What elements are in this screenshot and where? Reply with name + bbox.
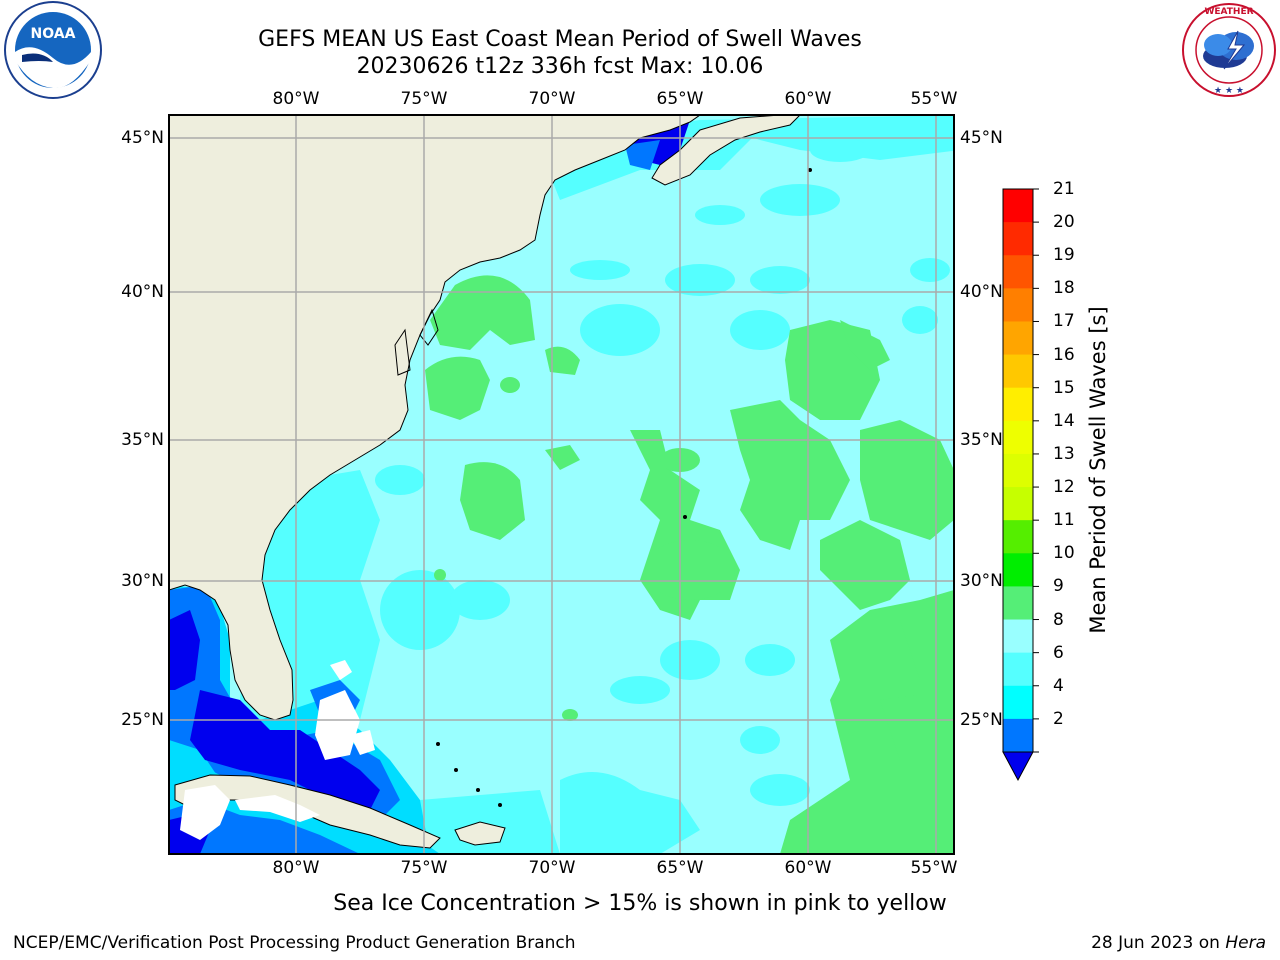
colorbar-tick-label: 2: [1053, 708, 1064, 729]
land-nova-scotia: [651, 115, 801, 186]
no-data-areas: [180, 660, 375, 840]
footer-date: 28 Jun 2023 on Hera: [1091, 933, 1266, 953]
lat-label-right: 25°N: [960, 710, 1003, 730]
sea-ice-note: Sea Ice Concentration > 15% is shown in …: [333, 891, 947, 916]
colorbar-label: Mean Period of Swell Waves [s]: [1086, 306, 1110, 634]
colorbar-segment: [1003, 354, 1033, 389]
lon-label-top: 75°W: [400, 89, 448, 109]
colorbar-segment: [1003, 420, 1033, 455]
noaa-logo: NOAA: [4, 1, 102, 99]
colorbar-tick-label: 10: [1053, 543, 1075, 564]
colorbar-tick-label: 17: [1053, 311, 1075, 332]
chart-title: GEFS MEAN US East Coast Mean Period of S…: [258, 27, 862, 52]
footer-credit: NCEP/EMC/Verification Post Processing Pr…: [13, 933, 576, 953]
land-hispaniola: [454, 821, 506, 846]
colorbar-tick-label: 15: [1053, 377, 1075, 398]
svg-text:★ ★ ★: ★ ★ ★: [1214, 86, 1244, 96]
colorbar-segment: [1003, 453, 1033, 488]
lat-label-left: 25°N: [121, 710, 164, 730]
svg-text:NOAA: NOAA: [31, 26, 76, 42]
colorbar-tick-label: 20: [1053, 212, 1075, 233]
lon-label-bottom: 70°W: [528, 858, 576, 878]
nws-logo: WEATHER ★ ★ ★: [1182, 3, 1276, 97]
colorbar-segment: [1003, 619, 1033, 654]
colorbar-tick-label: 21: [1053, 179, 1075, 199]
colorbar: [1002, 188, 1039, 753]
lon-label-bottom: 80°W: [272, 858, 320, 878]
green-regions: [425, 275, 954, 854]
lon-label-bottom: 65°W: [656, 858, 704, 878]
map-field: [169, 115, 954, 854]
colorbar-tick-label: 13: [1053, 443, 1075, 464]
colorbar-segment: [1003, 652, 1033, 687]
lat-label-right: 40°N: [960, 282, 1003, 302]
lon-label-bottom: 60°W: [784, 858, 832, 878]
colorbar-tick-label: 4: [1053, 675, 1064, 696]
lon-label-top: 80°W: [272, 89, 320, 109]
land-north-america: [169, 115, 701, 721]
colorbar-tick-label: 9: [1053, 576, 1064, 597]
colorbar-under-arrow: [1002, 751, 1034, 782]
colorbar-segment: [1003, 685, 1033, 720]
colorbar-segment: [1003, 387, 1033, 422]
colorbar-tick-label: 11: [1053, 510, 1075, 531]
lat-label-left: 30°N: [121, 571, 164, 591]
colorbar-segment: [1003, 288, 1033, 322]
colorbar-tick-label: 6: [1053, 642, 1064, 663]
lat-label-left: 35°N: [121, 430, 164, 450]
footer-host: Hera: [1225, 933, 1266, 953]
lon-label-top: 65°W: [656, 89, 704, 109]
lat-label-right: 30°N: [960, 571, 1003, 591]
colorbar-tick-label: 18: [1053, 278, 1075, 299]
gridlines: [169, 115, 954, 854]
colorbar-segment: [1003, 255, 1033, 289]
colorbar-segment: [1003, 189, 1033, 223]
colorbar-segment: [1003, 553, 1033, 587]
colorbar-segment: [1003, 222, 1033, 256]
lon-label-top: 60°W: [784, 89, 832, 109]
colorbar-tick-label: 8: [1053, 609, 1064, 630]
colorbar-segment: [1003, 487, 1033, 521]
footer-date-text: 28 Jun 2023 on: [1091, 933, 1226, 953]
colorbar-tick-label: 19: [1053, 245, 1075, 266]
colorbar-segment: [1003, 321, 1033, 356]
colorbar-segment: [1003, 718, 1033, 753]
lat-label-left: 45°N: [121, 128, 164, 148]
lon-label-top: 55°W: [910, 89, 958, 109]
lon-label-bottom: 55°W: [910, 858, 958, 878]
chart-subtitle: 20230626 t12z 336h fcst Max: 10.06: [356, 54, 764, 79]
colorbar-tick-label: 12: [1053, 477, 1075, 498]
small-islands: [436, 168, 812, 807]
lat-label-right: 45°N: [960, 128, 1003, 148]
lon-label-top: 70°W: [528, 89, 576, 109]
lat-label-left: 40°N: [121, 282, 164, 302]
colorbar-segment: [1003, 586, 1033, 621]
lon-label-bottom: 75°W: [400, 858, 448, 878]
colorbar-tick-label: 14: [1053, 410, 1075, 431]
map-frame: [168, 114, 955, 855]
colorbar-tick-label: 16: [1053, 344, 1075, 365]
colorbar-segment: [1003, 520, 1033, 554]
lat-label-right: 35°N: [960, 430, 1003, 450]
svg-text:WEATHER: WEATHER: [1204, 7, 1253, 17]
